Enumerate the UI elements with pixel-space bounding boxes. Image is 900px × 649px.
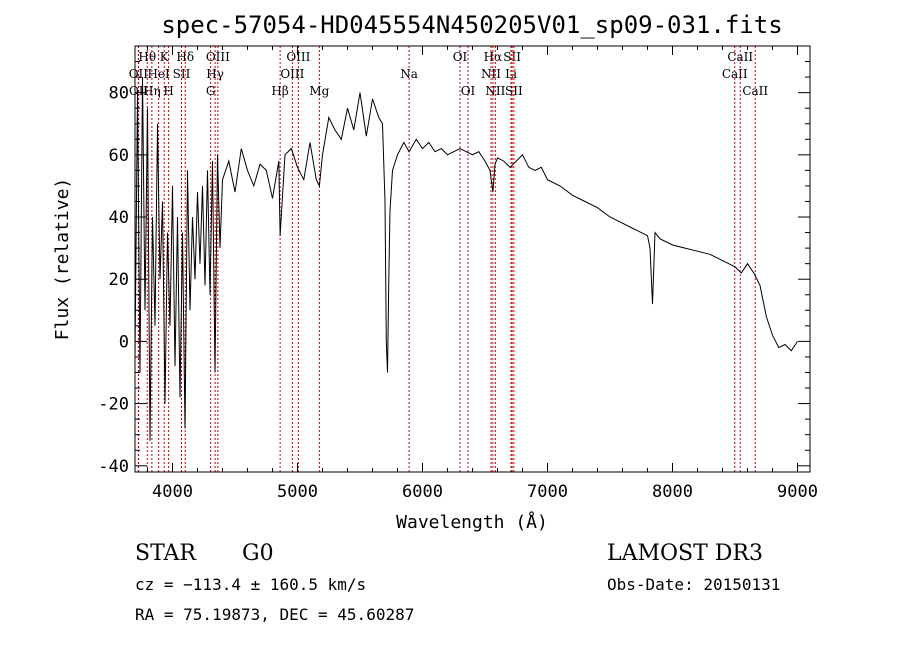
line-marker-label-9: OIII xyxy=(280,67,304,81)
y-tick-label: 20 xyxy=(109,270,129,290)
line-marker-label-12: H xyxy=(163,84,173,98)
line-marker-label-3: OIII xyxy=(206,50,230,64)
plot-frame xyxy=(134,45,811,473)
y-tick-label: -40 xyxy=(98,457,129,477)
line-marker-label-14: Hβ xyxy=(271,84,288,98)
survey-name: LAMOST DR3 xyxy=(607,541,763,566)
spectrum-line xyxy=(134,77,798,441)
x-axis-label: Wavelength (Å) xyxy=(396,511,548,533)
y-tick-label: -20 xyxy=(98,395,129,415)
y-tick-label: 40 xyxy=(109,208,129,228)
line-marker-label-23: Li xyxy=(505,67,517,81)
x-tick-label: 6000 xyxy=(402,482,443,502)
x-tick-label: 4000 xyxy=(152,482,193,502)
line-marker-label-27: CaII xyxy=(742,84,768,98)
line-marker-label-19: Hα xyxy=(484,50,503,64)
line-marker-label-24: SII xyxy=(505,84,523,98)
line-marker-label-21: NII xyxy=(485,84,505,98)
line-marker-label-25: CaII xyxy=(722,67,748,81)
line-marker-label-6: HeI xyxy=(147,67,170,81)
line-marker-label-1: K xyxy=(160,50,170,64)
line-marker-label-16: Na xyxy=(400,67,418,81)
line-marker-label-2: Hδ xyxy=(176,50,194,64)
coordinates: RA = 75.19873, DEC = 45.60287 xyxy=(135,605,414,624)
obs-date: Obs-Date: 20150131 xyxy=(607,575,780,594)
axis-ticks: 4000 5000 6000 7000 8000 9000 -40 -20 0 20 40 60 80 xyxy=(98,46,818,502)
subclass: G0 xyxy=(242,541,274,566)
x-tick-label: 5000 xyxy=(277,482,318,502)
line-marker-label-15: Mg xyxy=(309,84,329,98)
line-marker-label-0: Hθ xyxy=(138,50,156,64)
line-marker-label-11: Hη xyxy=(143,84,161,98)
x-tick-label: 8000 xyxy=(652,482,693,502)
redshift-readout: cz = −113.4 ± 160.5 km/s xyxy=(135,575,366,594)
line-marker-label-8: Hγ xyxy=(206,67,224,81)
line-marker-label-18: OI xyxy=(461,84,476,98)
line-marker-label-20: NII xyxy=(481,67,501,81)
line-marker-label-17: OI xyxy=(453,50,468,64)
line-marker-label-4: OIII xyxy=(286,50,310,64)
chart-title: spec-57054-HD045554N450205V01_sp09-031.f… xyxy=(161,11,782,39)
line-marker-label-13: G xyxy=(206,84,216,98)
line-marker-label-7: SII xyxy=(173,67,191,81)
object-class: STAR xyxy=(135,541,197,566)
y-tick-label: 80 xyxy=(109,84,129,104)
line-marker-label-26: CaII xyxy=(727,50,753,64)
line-marker-label-22: SII xyxy=(503,50,521,64)
x-tick-label: 7000 xyxy=(527,482,568,502)
y-tick-label: 60 xyxy=(109,146,129,166)
line-marker-label-10: OII xyxy=(129,84,149,98)
x-tick-label: 9000 xyxy=(777,482,818,502)
y-tick-label: 0 xyxy=(119,332,129,352)
y-axis-label: Flux (relative) xyxy=(52,178,73,341)
